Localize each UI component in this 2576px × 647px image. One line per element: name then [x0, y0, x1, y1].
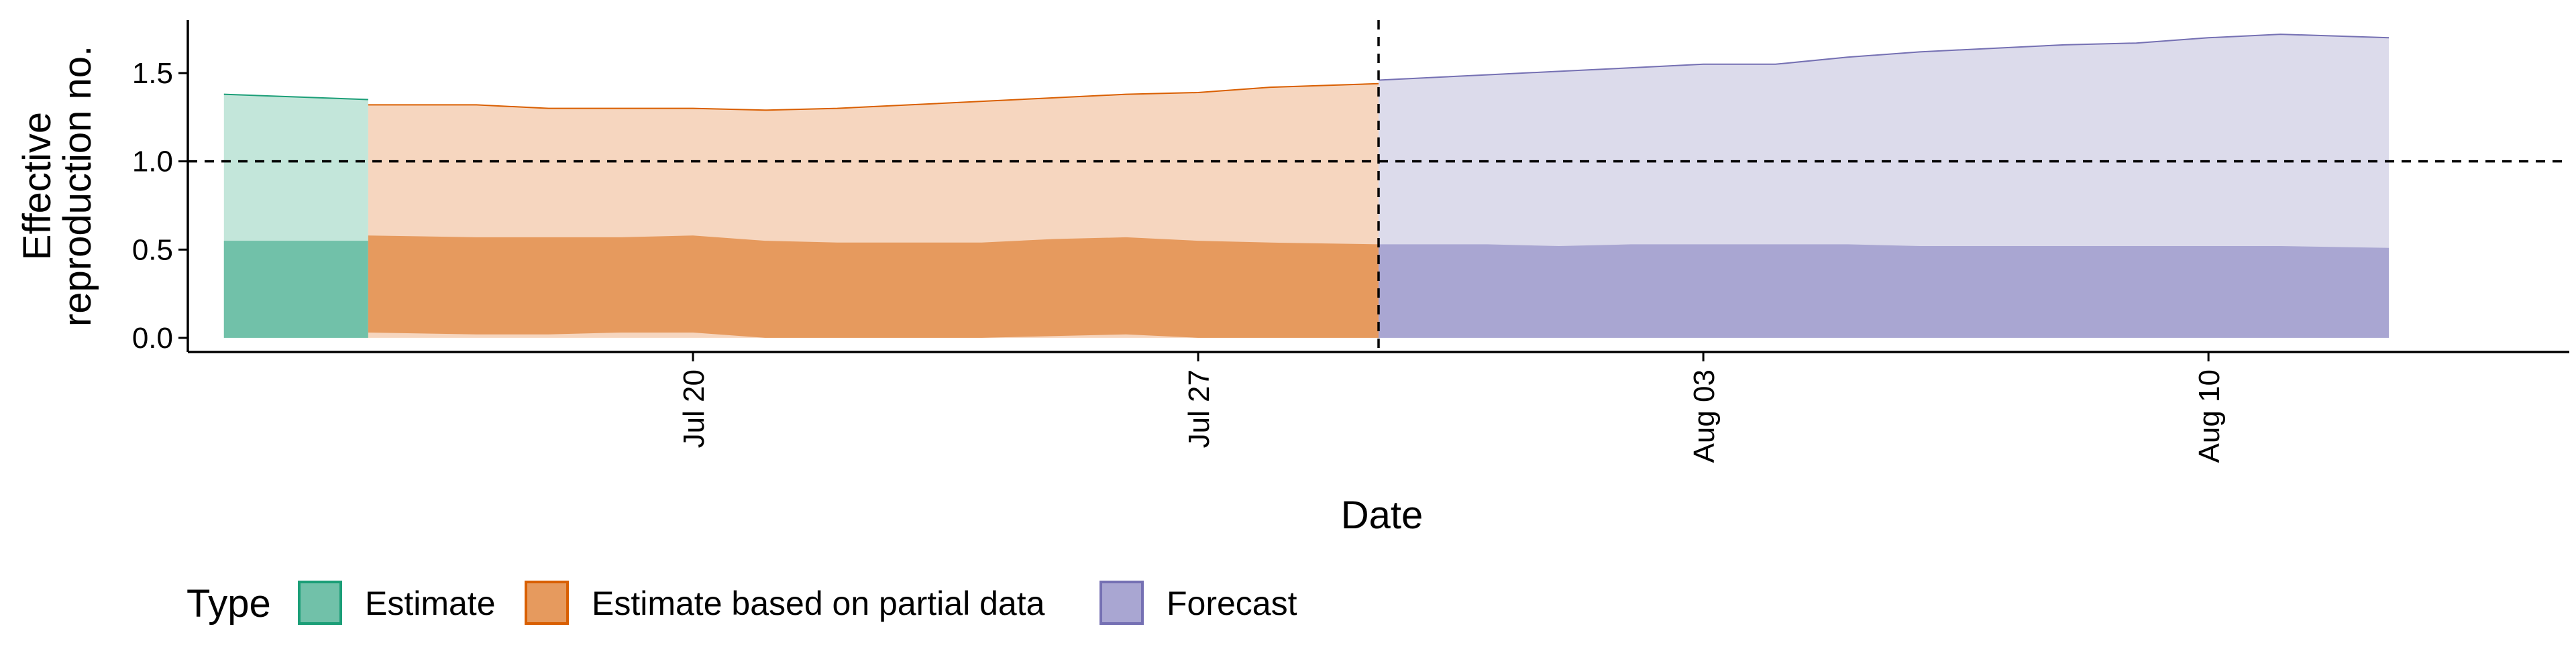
- forecast-inner-band: [1379, 244, 2390, 338]
- y-tick-label: 0.5: [132, 233, 173, 266]
- estimate-inner-band: [223, 241, 368, 338]
- legend-key-estimate-based-on-partial-data: [525, 581, 569, 625]
- forecast-outer-edge: [1378, 34, 2390, 81]
- y-axis-title-line: Effective: [15, 112, 59, 260]
- axes: 0.0 0.5 1.0 1.5 Jul 20 Jul 27 Aug 03 Aug 10: [132, 20, 2569, 463]
- legend-title: Type: [186, 582, 271, 626]
- y-tick-label: 1.5: [132, 57, 173, 90]
- estimate-based-on-partial-data-inner-band: [368, 235, 1379, 338]
- plot-bands: [223, 34, 2390, 338]
- legend-label-forecast: Forecast: [1167, 585, 1297, 622]
- x-tick-label: Jul 27: [1183, 369, 1216, 448]
- x-tick-label: Aug 03: [1688, 369, 1721, 463]
- reference-lines: [188, 20, 2569, 352]
- legend-label-estimate: Estimate: [365, 585, 496, 622]
- legend-key-estimate: [298, 581, 342, 625]
- estimate-based-on-partial-data-outer-edge: [368, 82, 1379, 111]
- legend-key-forecast: [1099, 581, 1144, 625]
- x-axis-title: Date: [1341, 493, 1424, 537]
- legend-label-estimate-based-on-partial-data: Estimate based on partial data: [592, 585, 1045, 622]
- y-tick-label: 0.0: [132, 322, 173, 355]
- legend: Type Estimate Estimate based on partial da…: [186, 581, 1297, 626]
- x-tick-label: Aug 10: [2193, 369, 2226, 463]
- y-axis-title-line: reproduction no.: [56, 46, 99, 327]
- y-tick-label: 1.0: [132, 145, 173, 178]
- x-tick-label: Jul 20: [678, 369, 710, 448]
- estimate-outer-edge: [223, 93, 368, 101]
